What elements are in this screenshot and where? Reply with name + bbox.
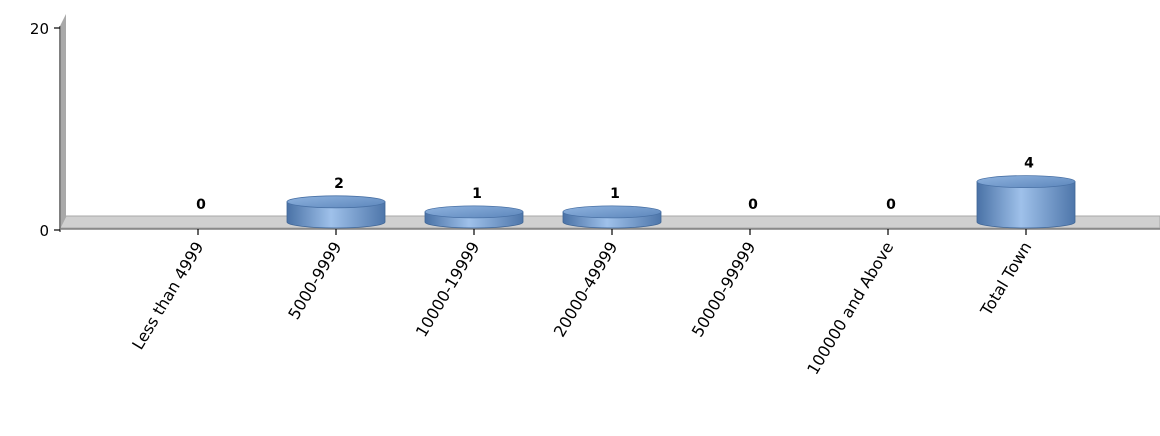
data-label: 0 bbox=[886, 197, 896, 213]
x-category-label: 20000-49999 bbox=[550, 238, 622, 340]
data-label: 2 bbox=[334, 176, 344, 192]
x-category-label: 50000-99999 bbox=[688, 238, 760, 340]
x-category-label: Total Town bbox=[976, 238, 1035, 319]
y-axis: 0 20 bbox=[30, 20, 60, 240]
x-category-label: 10000-19999 bbox=[412, 238, 484, 340]
bar-cylinder-top bbox=[424, 205, 524, 219]
bar-cylinder bbox=[286, 201, 386, 229]
x-category-label: Less than 4999 bbox=[128, 238, 207, 353]
data-label: 1 bbox=[472, 186, 482, 202]
x-category-label: 5000-9999 bbox=[284, 238, 345, 323]
chart-marks: 0 Less than 4999 2 5000-9999 1 10000-19999 1 20… bbox=[128, 156, 1076, 378]
data-label: 0 bbox=[196, 197, 206, 213]
data-label: 0 bbox=[748, 197, 758, 213]
bar-cylinder-top bbox=[976, 175, 1076, 189]
y-tick-label: 20 bbox=[30, 20, 49, 38]
bar-cylinder-top bbox=[286, 195, 386, 209]
chart-back-wall-edge bbox=[60, 14, 66, 228]
data-label: 4 bbox=[1024, 156, 1034, 172]
bar-cylinder-top bbox=[562, 205, 662, 219]
y-tick-label: 0 bbox=[39, 222, 49, 240]
bar-cylinder bbox=[976, 181, 1076, 229]
data-label: 1 bbox=[610, 186, 620, 202]
x-category-label: 100000 and Above bbox=[803, 238, 897, 378]
